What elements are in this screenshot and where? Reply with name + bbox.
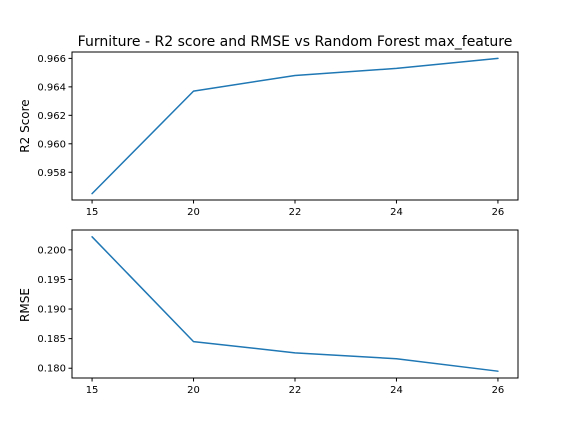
r2-x-tick-label: 20 — [187, 207, 200, 218]
rmse-y-tick-label: 0.190 — [37, 305, 66, 316]
r2-x-tick-label: 24 — [390, 207, 403, 218]
r2-x-tick-label: 15 — [86, 207, 99, 218]
r2-ticks: 15 20 22 24 26 0.958 0.960 0.962 0.964 0.966 — [37, 54, 504, 218]
rmse-y-axis-label: RMSE — [18, 288, 32, 322]
rmse-x-tick-label: 20 — [187, 385, 200, 396]
r2-x-tick-label: 26 — [492, 207, 505, 218]
rmse-ticks: 15 20 22 24 26 0.180 0.185 0.190 0.195 0.200 — [37, 245, 504, 396]
rmse-x-tick-label: 15 — [86, 385, 99, 396]
r2-series-line — [91, 57, 499, 195]
rmse-x-tick-label: 26 — [492, 385, 505, 396]
r2-y-tick-label: 0.958 — [37, 168, 66, 179]
rmse-y-tick-label: 0.200 — [37, 245, 66, 256]
rmse-x-tick-label: 22 — [289, 385, 302, 396]
r2-series — [91, 57, 499, 195]
rmse-y-tick-label: 0.195 — [37, 275, 66, 286]
r2-y-axis-label: R2 Score — [18, 99, 32, 152]
r2-y-tick-label: 0.960 — [37, 139, 66, 150]
rmse-series — [91, 236, 499, 372]
rmse-y-tick-label: 0.180 — [37, 364, 66, 375]
r2-x-tick-label: 22 — [289, 207, 302, 218]
r2-y-tick-label: 0.962 — [37, 111, 66, 122]
rmse-x-tick-label: 24 — [390, 385, 403, 396]
rmse-subplot: RMSE 15 20 22 24 26 0.180 0.185 0.190 0.195 0.200 — [18, 229, 519, 396]
r2-y-tick-label: 0.964 — [37, 82, 66, 93]
rmse-y-tick-label: 0.185 — [37, 334, 66, 345]
chart-title: Furniture - R2 score and RMSE vs Random … — [78, 34, 513, 50]
r2-y-tick-label: 0.966 — [37, 54, 66, 65]
r2-score-subplot: R2 Score 15 20 22 24 26 0.958 0.960 0.962 0.964 0… — [18, 51, 519, 218]
rmse-series-line — [91, 236, 499, 372]
